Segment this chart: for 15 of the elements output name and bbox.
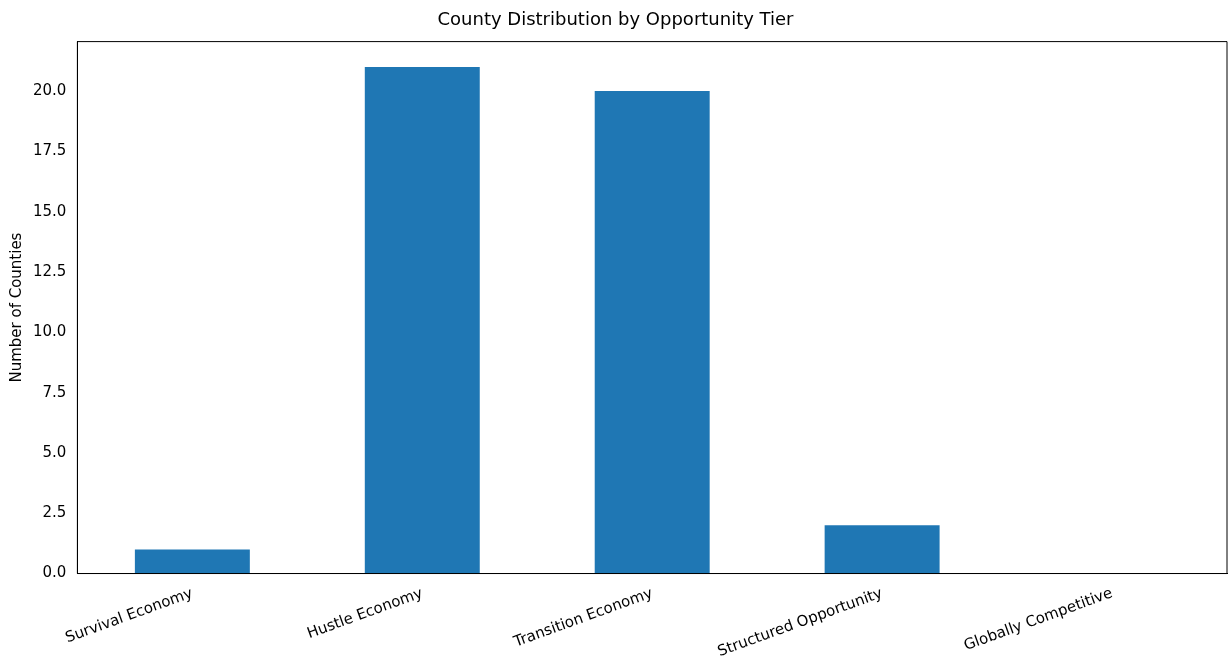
y-tick-label: 15.0 <box>32 201 67 220</box>
bar <box>364 66 480 574</box>
bar <box>824 525 940 574</box>
y-tick-label: 12.5 <box>32 261 67 280</box>
y-tick-label: 17.5 <box>32 141 67 160</box>
y-tick-label: 20.0 <box>32 80 67 99</box>
bar <box>594 91 710 574</box>
y-tick-label: 0.0 <box>42 563 67 582</box>
chart-title: County Distribution by Opportunity Tier <box>437 8 795 30</box>
y-axis-title: Number of Counties <box>6 232 25 383</box>
y-tick-label: 10.0 <box>32 322 67 341</box>
bar <box>134 549 250 574</box>
y-tick-label: 2.5 <box>42 503 67 522</box>
y-tick-label: 7.5 <box>42 382 67 401</box>
y-tick-label: 5.0 <box>42 442 67 461</box>
